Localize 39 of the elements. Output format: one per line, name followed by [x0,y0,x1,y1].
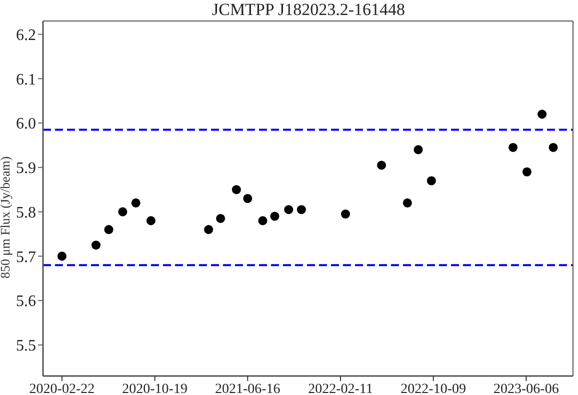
x-tick-label: 2020-10-19 [122,382,188,395]
point [57,252,66,261]
point [284,205,294,214]
y-tick-label: 5.6 [16,293,36,310]
point [376,160,386,170]
point [296,205,306,214]
point [270,212,280,221]
point [522,167,532,176]
chart-title: JCMTPP J182023.2-161448 [210,0,406,20]
y-tick-label: 5.9 [16,160,36,178]
y-tick-label: 5.5 [16,338,36,355]
point [104,225,114,234]
point [258,216,268,226]
point [216,214,226,223]
y-tick-label: 6.2 [16,26,36,44]
y-tick-label: 5.7 [16,248,36,266]
x-tick-label: 2023-06-06 [494,382,559,395]
point [204,225,214,234]
y-tick-label: 5.8 [16,204,36,222]
point [402,198,412,208]
point [91,240,101,250]
point [414,145,423,154]
point [538,110,547,119]
point [243,194,252,204]
point [341,210,350,219]
x-tick-label: 2020-02-22 [29,382,95,395]
point [508,142,518,152]
x-tick-label: 2022-02-11 [308,382,373,395]
point [146,216,156,226]
y-axis-title: 850 μm Flux (Jy/beam) [0,156,13,278]
point [232,185,241,194]
point [426,176,436,186]
point [131,198,140,208]
point [118,207,128,216]
x-tick-label: 2021-06-16 [214,382,280,395]
x-tick-label: 2022-10-09 [400,382,466,395]
point [548,142,558,152]
y-tick-label: 6.1 [16,71,36,88]
y-tick-label: 6.0 [16,116,36,133]
